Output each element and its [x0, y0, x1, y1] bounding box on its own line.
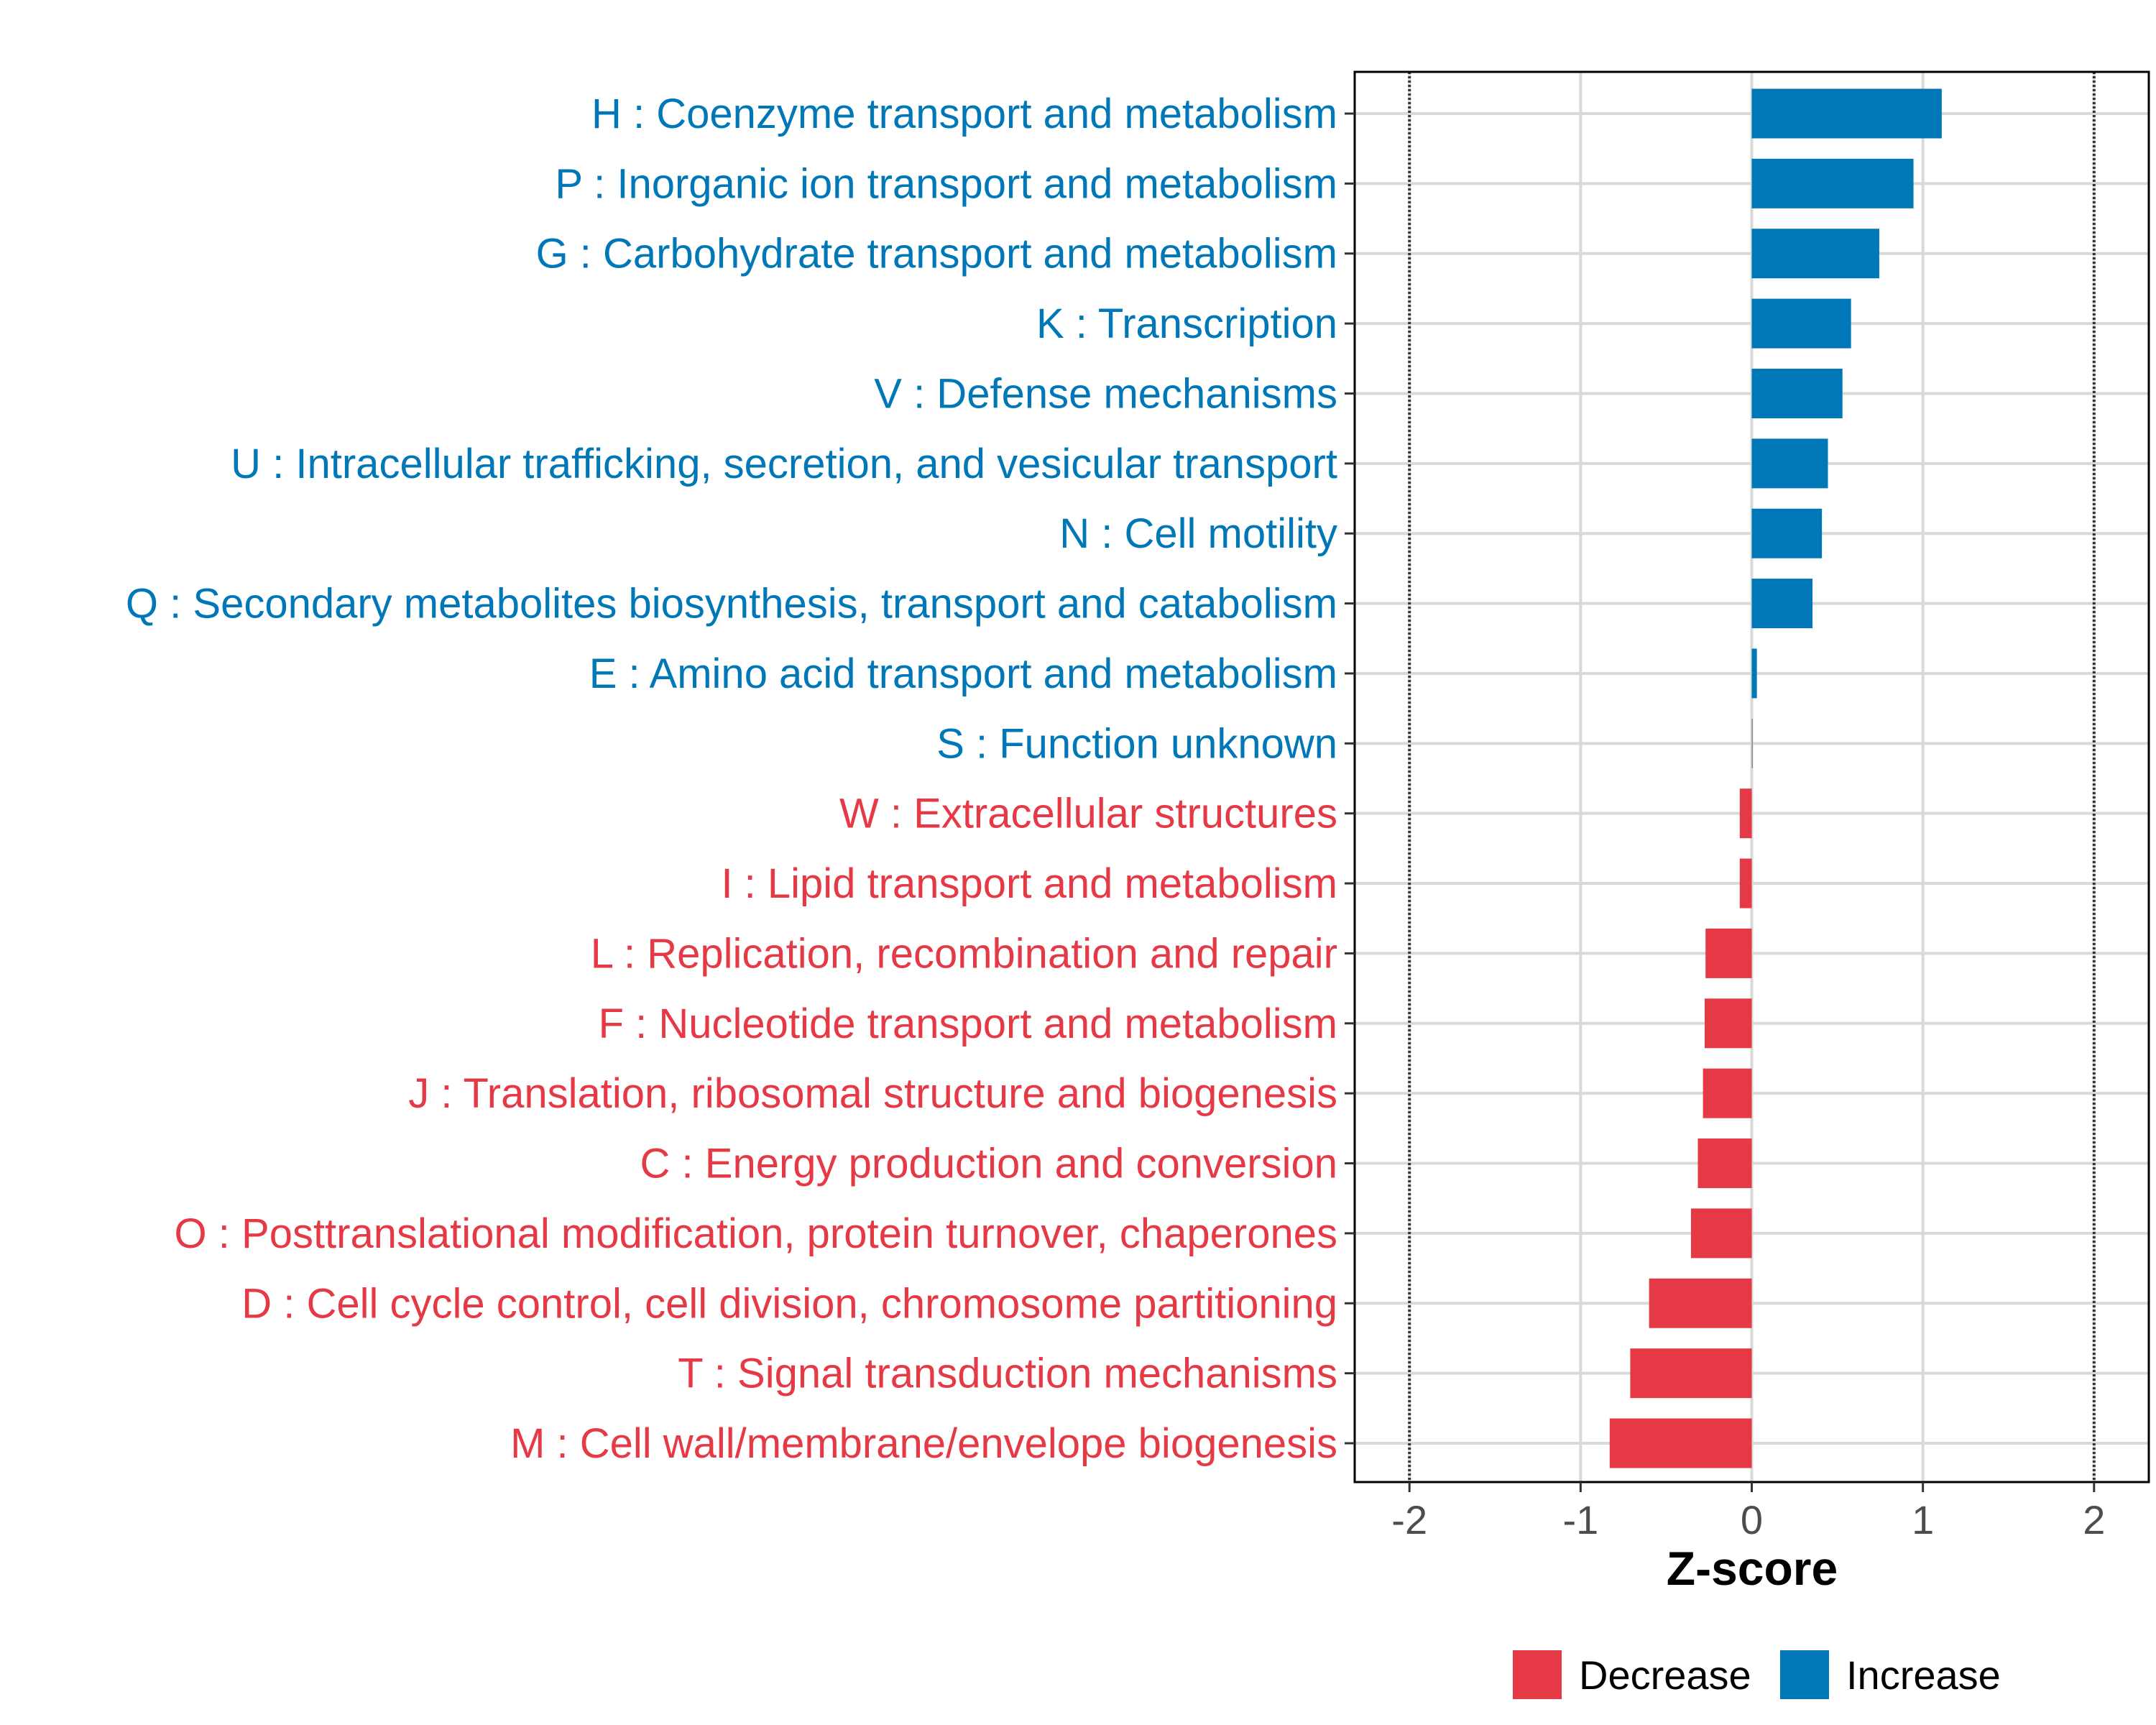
bar — [1703, 1068, 1752, 1118]
y-tick-label: P : Inorganic ion transport and metaboli… — [555, 160, 1337, 207]
bar — [1739, 788, 1752, 839]
y-tick-label: F : Nucleotide transport and metabolism — [599, 1000, 1337, 1047]
y-tick-label: D : Cell cycle control, cell division, c… — [241, 1280, 1337, 1327]
bar — [1630, 1348, 1752, 1399]
x-axis-ticks: -2 -1 0 1 2 — [1391, 1482, 2105, 1542]
bar — [1705, 928, 1752, 978]
bar — [1751, 368, 1843, 418]
y-tick-label: G : Carbohydrate transport and metabolis… — [536, 231, 1337, 277]
y-tick-label: J : Translation, ribosomal structure and… — [408, 1070, 1337, 1117]
y-tick-label: N : Cell motility — [1059, 510, 1337, 557]
bar — [1697, 1138, 1752, 1189]
legend-label-increase: Increase — [1846, 1652, 2001, 1698]
y-tick-label: E : Amino acid transport and metabolism — [589, 650, 1337, 697]
y-axis-labels: H : Coenzyme transport and metabolism P :… — [126, 91, 1355, 1467]
bar — [1690, 1208, 1752, 1259]
bar — [1751, 229, 1879, 279]
bar — [1705, 998, 1752, 1049]
bar — [1751, 579, 1813, 629]
y-tick-label: I : Lipid transport and metabolism — [721, 860, 1337, 907]
x-tick-label: -1 — [1562, 1497, 1598, 1542]
x-tick-label: 0 — [1741, 1497, 1763, 1542]
y-tick-label: V : Defense mechanisms — [874, 370, 1337, 417]
legend-swatch-increase — [1780, 1650, 1829, 1699]
bar — [1751, 88, 1942, 139]
y-tick-label: M : Cell wall/membrane/envelope biogenes… — [510, 1420, 1337, 1467]
bar — [1751, 298, 1851, 349]
x-tick-label: 1 — [1912, 1497, 1934, 1542]
bar — [1751, 718, 1753, 768]
y-tick-label: L : Replication, recombination and repai… — [591, 930, 1337, 977]
y-tick-label: C : Energy production and conversion — [640, 1141, 1337, 1187]
grid — [1355, 72, 2149, 1482]
y-tick-label: U : Intracellular trafficking, secretion… — [231, 441, 1337, 487]
bar — [1751, 158, 1914, 208]
bar — [1751, 438, 1828, 489]
bar — [1751, 648, 1757, 699]
bar — [1739, 858, 1752, 908]
x-tick-label: 2 — [2083, 1497, 2105, 1542]
y-tick-label: S : Function unknown — [936, 720, 1337, 767]
x-axis-title: Z-score — [1667, 1542, 1838, 1595]
y-tick-label: O : Posttranslational modification, prot… — [175, 1210, 1337, 1257]
x-tick-label: -2 — [1391, 1497, 1427, 1542]
bar — [1751, 508, 1823, 558]
legend-label-decrease: Decrease — [1579, 1652, 1751, 1698]
bar — [1649, 1278, 1752, 1328]
bars — [1408, 72, 2096, 1482]
legend: Decrease Increase — [1513, 1650, 2001, 1699]
y-tick-label: W : Extracellular structures — [839, 791, 1337, 837]
y-tick-label: H : Coenzyme transport and metabolism — [591, 91, 1337, 137]
legend-swatch-decrease — [1513, 1650, 1562, 1699]
y-tick-label: K : Transcription — [1036, 300, 1337, 347]
y-tick-label: Q : Secondary metabolites biosynthesis, … — [126, 581, 1337, 627]
y-tick-label: T : Signal transduction mechanisms — [678, 1351, 1337, 1397]
bar — [1609, 1418, 1752, 1468]
